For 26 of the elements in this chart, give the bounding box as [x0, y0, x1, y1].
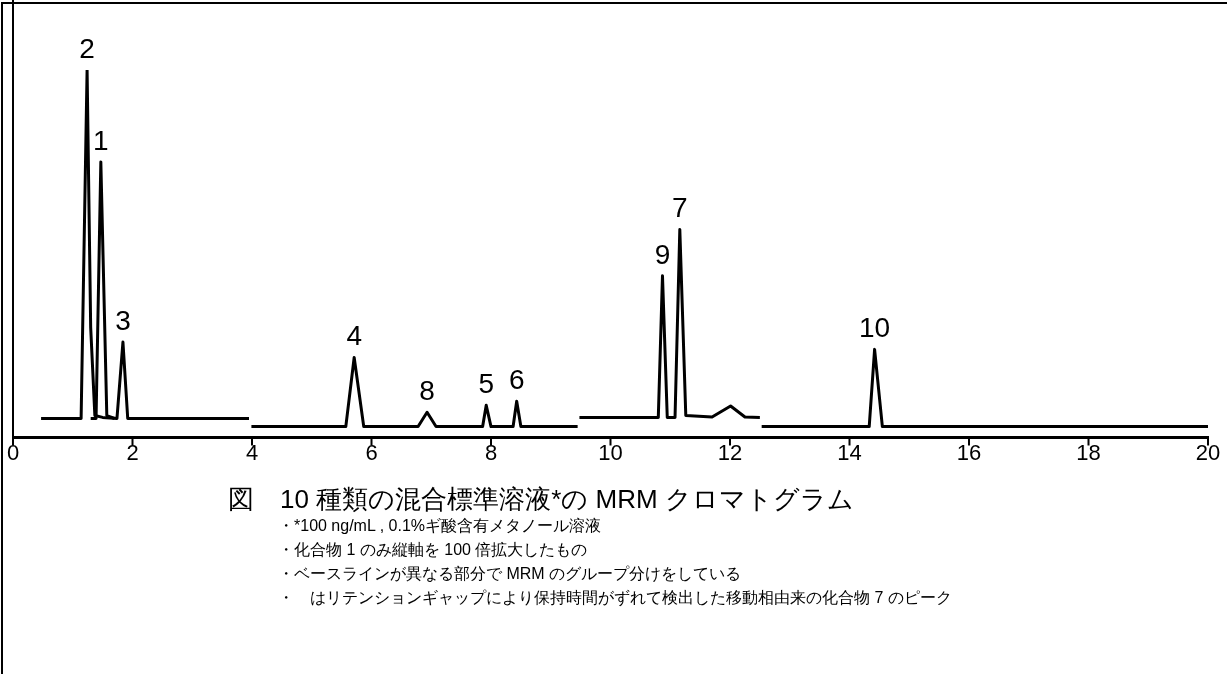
- x-tick-label: 16: [956, 439, 982, 465]
- text: ・ベースラインが異なる部分で MRM のグループ分けをしている: [278, 564, 743, 584]
- annotation: 5: [478, 367, 495, 399]
- x-tick-label: 2: [126, 439, 139, 465]
- annotation: 9: [654, 238, 671, 270]
- annotation: 1: [93, 124, 109, 156]
- annotation: 6: [508, 363, 525, 395]
- x-tick-label: 18: [1076, 439, 1101, 465]
- annotation: 8: [419, 374, 435, 406]
- text: ・化合物 1 のみ縦軸を 100 倍拡大したもの: [278, 540, 589, 560]
- x-tick-label: 14: [837, 439, 862, 465]
- annotation: 2: [79, 32, 95, 64]
- annotation: 7: [672, 192, 688, 224]
- x-tick-label: 8: [484, 439, 498, 465]
- text: ・ はリテンションギャップにより保持時間がずれて検出した移動相由来の化合物 7 のピーク: [278, 588, 952, 608]
- x-tick-label: 0: [6, 439, 20, 465]
- x-tick-label: 20: [1195, 439, 1221, 465]
- annotation: 4: [346, 320, 362, 352]
- text: 図 10 種類の混合標準溶液*の MRM クロマトグラム: [228, 483, 854, 516]
- text: ・*100 ng/mL , 0.1%ギ酸含有メタノール溶液: [278, 516, 603, 536]
- annotation: 3: [115, 304, 131, 336]
- x-tick-label: 12: [717, 439, 743, 465]
- x-tick-label: 6: [365, 439, 378, 465]
- annotation: 10: [859, 312, 891, 344]
- x-tick-label: 4: [245, 439, 259, 465]
- x-tick-label: 10: [598, 439, 623, 465]
